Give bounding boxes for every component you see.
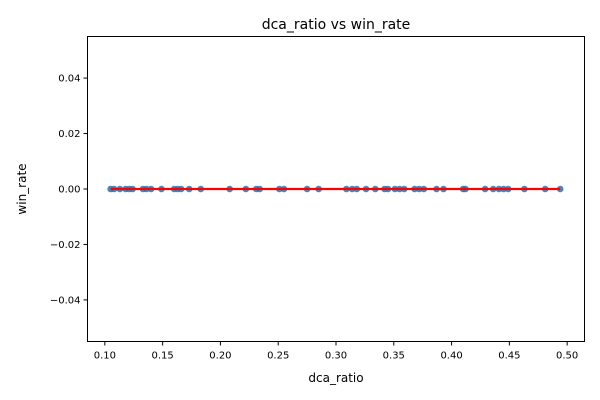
x-tick-label: 0.25 xyxy=(267,351,289,362)
y-tick-label: 0.02 xyxy=(58,129,80,140)
x-tick-label: 0.35 xyxy=(383,351,405,362)
chart-title: dca_ratio vs win_rate xyxy=(262,17,411,33)
x-tick-label: 0.15 xyxy=(151,351,173,362)
x-tick-label: 0.30 xyxy=(325,351,347,362)
x-tick-label: 0.10 xyxy=(94,351,116,362)
x-tick-label: 0.45 xyxy=(498,351,520,362)
y-tick-label: −0.04 xyxy=(50,295,81,306)
y-axis-label: win_rate xyxy=(15,163,29,214)
y-tick-label: 0.04 xyxy=(58,74,80,85)
x-tick-label: 0.40 xyxy=(440,351,462,362)
x-axis-ticks: 0.10 0.15 0.20 0.25 0.30 0.35 0.40 0.45 0.50 xyxy=(94,341,578,362)
x-tick-label: 0.20 xyxy=(209,351,231,362)
y-tick-label: 0.00 xyxy=(58,185,80,196)
x-tick-label: 0.50 xyxy=(556,351,578,362)
x-axis-label: dca_ratio xyxy=(308,371,363,385)
y-tick-label: −0.02 xyxy=(50,240,81,251)
y-axis-ticks: −0.04 −0.02 0.00 0.02 0.04 xyxy=(50,74,88,306)
